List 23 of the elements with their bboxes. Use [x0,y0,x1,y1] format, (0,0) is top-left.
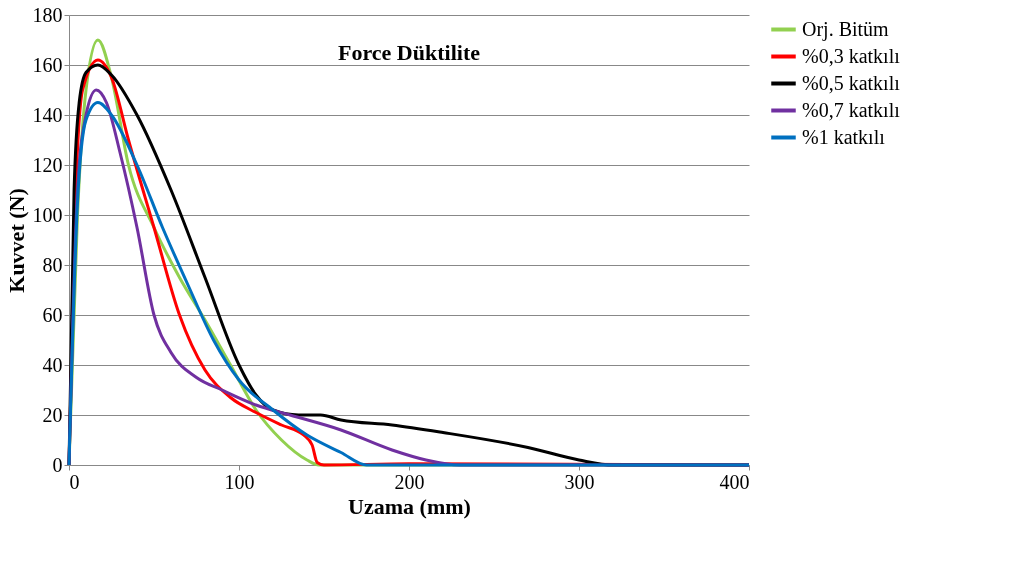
legend-label: %0,3 katkılı [802,44,901,67]
x-axis-title: Uzama (mm) [348,493,471,519]
y-tick-label: 0 [52,453,63,476]
legend-label: %0,7 katkılı [802,98,901,121]
y-tick-label: 140 [32,103,63,126]
text: Force Düktilite [338,40,481,65]
x-tick-label: 0 [69,470,80,493]
y-tick-label: 160 [32,53,63,76]
y-tick-label: 20 [42,403,63,426]
x-tick-label: 100 [224,470,255,493]
legend-label: Orj. Bitüm [802,17,890,41]
x-tick-label: 300 [564,470,595,493]
y-tick-label: 100 [32,203,63,226]
legend-label: %1 katkılı [802,125,886,148]
y-tick-label: 120 [32,153,63,176]
x-tick-label: 400 [719,470,750,493]
y-tick-label: 80 [42,253,63,276]
y-tick-label: 180 [32,3,63,26]
legend-label: %0,5 katkılı [802,71,901,94]
y-axis-title: Kuvvet (N) [3,188,29,293]
x-tick-label: 200 [394,470,425,493]
y-tick-label: 60 [42,303,63,326]
y-tick-label: 40 [42,353,63,376]
